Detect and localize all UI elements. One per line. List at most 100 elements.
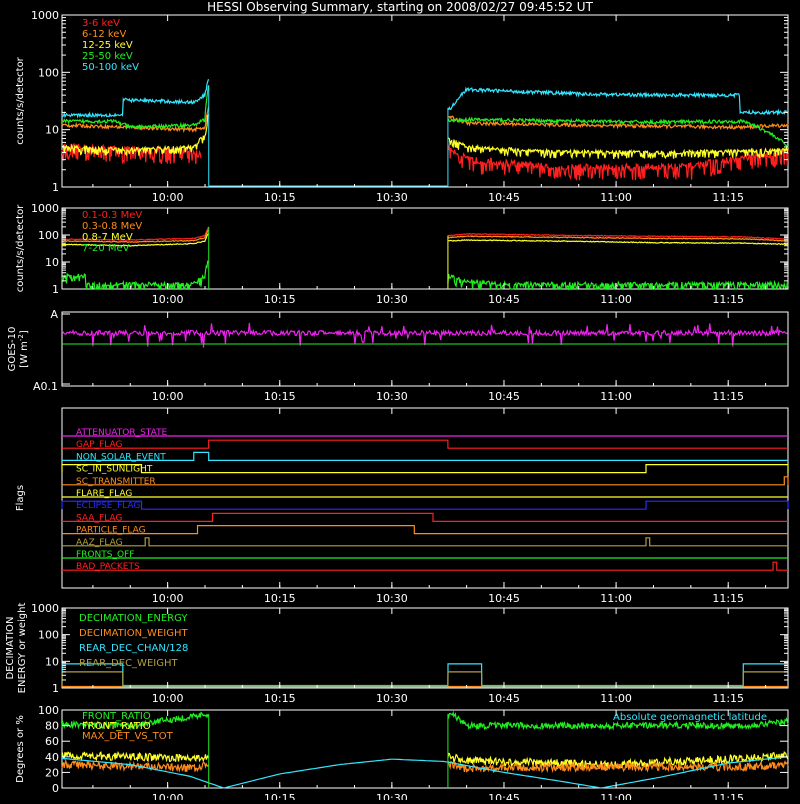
ratios-series-green-0 (61, 711, 210, 731)
lc-low-xtick-label: 11:00 (600, 191, 632, 204)
ratios-series-yellow-0 (61, 750, 210, 763)
lc-high-xtick-label: 10:15 (264, 293, 296, 306)
goes-xtick-label: 10:30 (376, 390, 408, 403)
decimation-frame (61, 607, 789, 689)
lc-high-ytick-label: 1000 (31, 202, 59, 215)
lc-low-series-cyan-0 (61, 79, 210, 119)
flags-xtick-label: 11:15 (712, 592, 744, 605)
flag-label-aaz_flag: AAZ_FLAG (76, 538, 123, 548)
lc-low-xtick-label: 10:00 (152, 191, 184, 204)
ratios-ytick-label: 0 (52, 782, 59, 795)
decimation-legend-0: DECIMATION_ENERGY (79, 613, 188, 624)
lc-high-series-red-0 (61, 226, 210, 241)
flag-line-bad_packets (62, 561, 788, 571)
lc-low-xtick-label: 10:45 (488, 191, 520, 204)
flags-xtick-label: 10:45 (488, 592, 520, 605)
decimation-xtick-label: 11:15 (712, 692, 744, 705)
lc-high-xtick-label: 10:30 (376, 293, 408, 306)
decimation-xtick-label: 11:00 (600, 692, 632, 705)
goes-ytick-label: A (50, 308, 58, 321)
lc-low-legend-3: 25-50 keV (82, 51, 133, 62)
lc-high-legend-1: 0.3-0.8 MeV (82, 221, 142, 232)
flags-xtick-label: 10:15 (264, 592, 296, 605)
flag-label-bad_packets: BAD_PACKETS (76, 562, 140, 572)
ratios-xtick-label: 11:00 (600, 792, 632, 800)
decimation-legend-3: REAR_DEC_WEIGHT (79, 658, 178, 669)
lc-low-series-yellow-1 (447, 137, 789, 160)
flag-line-aaz_flag (62, 537, 788, 547)
ratios-ytick-label: 100 (38, 704, 59, 717)
goes-xtick-label: 10:45 (488, 390, 520, 403)
lc-low-series-green-0 (61, 85, 210, 131)
lc-low-series-green-1 (447, 116, 789, 148)
ratios-series-green-1 (447, 710, 789, 731)
flag-label-flare_flag: FLARE_FLAG (76, 489, 132, 499)
flag-line-non_solar_event (62, 451, 788, 461)
flag-line-eclipse_flag (61, 500, 789, 510)
lc-high-series-yellow-1 (447, 239, 789, 246)
lc-high-series-orange-1 (447, 235, 789, 243)
lc-high-xtick-label: 11:15 (712, 293, 744, 306)
decimation-ytick-label: 1 (52, 682, 59, 695)
ratios-xtick-label: 10:30 (376, 792, 408, 800)
ratios-series-cyan-0 (61, 756, 788, 789)
goes-xtick-label: 10:00 (152, 390, 184, 403)
decimation-xtick-label: 10:45 (488, 692, 520, 705)
decimation-xtick-label: 10:00 (152, 692, 184, 705)
decimation-xtick-label: 10:30 (376, 692, 408, 705)
flag-label-sc_in_sunlight: SC_IN_SUNLIGHT (76, 465, 153, 475)
flag-label-sc_transmitter: SC_TRANSMITTER (76, 477, 156, 487)
lc-high-legend-3: 7-20 MeV (82, 243, 130, 254)
ratios-ytick-label: 40 (45, 751, 59, 764)
ratios-xtick-label: 10:15 (264, 792, 296, 800)
flag-label-particle_flag: PARTICLE_FLAG (76, 526, 146, 536)
lc-high-series-red-1 (447, 232, 789, 240)
goes-xtick-label: 11:00 (600, 390, 632, 403)
flags-frame (61, 407, 789, 589)
lc-low-legend-1: 6-12 keV (82, 29, 126, 40)
ratios-xtick-label: 10:45 (488, 792, 520, 800)
flag-line-particle_flag (62, 525, 788, 535)
lc-low-series-yellow-0 (61, 114, 209, 157)
plot-title: HESSI Observing Summary, starting on 200… (207, 0, 593, 14)
lc-low-ylabel: counts/s/detector (15, 56, 26, 144)
ratios-ytick-label: 80 (45, 720, 59, 733)
ratios-legend-2: MAX_DET_VS_TOT (82, 731, 174, 742)
decimation-ylabel-2: ENERGY or weight (17, 603, 28, 694)
goes-ylabel-units: [W m-2] (17, 330, 30, 368)
decimation-legend-2: REAR_DEC_CHAN/128 (79, 643, 188, 654)
lc-high-legend-0: 0.1-0.3 MeV (82, 210, 142, 221)
lc-low-xtick-label: 10:30 (376, 191, 408, 204)
flags-xtick-label: 10:00 (152, 592, 184, 605)
goes-frame (61, 311, 789, 387)
lc-low-series-cyan-1 (447, 86, 789, 117)
lc-low-xtick-label: 10:15 (264, 191, 296, 204)
goes-xtick-label: 10:15 (264, 390, 296, 403)
flag-label-gap_flag: GAP_FLAG (76, 440, 122, 450)
lc-low-frame (61, 14, 789, 188)
ratios-series-orange-1 (447, 760, 789, 774)
lc-low-legend-4: 50-100 keV (82, 62, 139, 73)
decimation-xtick-label: 10:15 (264, 692, 296, 705)
lc-high-series-orange-0 (61, 229, 209, 243)
ratios-annotation: Absolute geomagnetic latitude (613, 712, 767, 723)
ratios-xtick-label: 10:00 (152, 792, 184, 800)
lc-low-series-orange-1 (447, 115, 789, 131)
ratios-frame (61, 709, 789, 789)
lc-high-series-yellow-0 (61, 233, 209, 247)
ratios-xtick-label: 11:15 (712, 792, 744, 800)
decimation-legend-1: DECIMATION_WEIGHT (79, 628, 188, 639)
decimation-series-olive (61, 671, 788, 687)
flag-label-eclipse_flag: ECLIPSE_FLAG (76, 501, 140, 511)
lc-high-series-green-0 (61, 260, 209, 290)
ratios-legend-0: FRONT_RATIO (82, 711, 151, 722)
goes-series-magenta (61, 322, 788, 348)
flags-xtick-label: 10:30 (376, 592, 408, 605)
flag-label-saa_flag: SAA_FLAG (76, 513, 122, 523)
lc-low-ytick-label: 1 (52, 181, 59, 194)
flags-xtick-label: 11:00 (600, 592, 632, 605)
lc-low-ytick-label: 1000 (31, 9, 59, 22)
